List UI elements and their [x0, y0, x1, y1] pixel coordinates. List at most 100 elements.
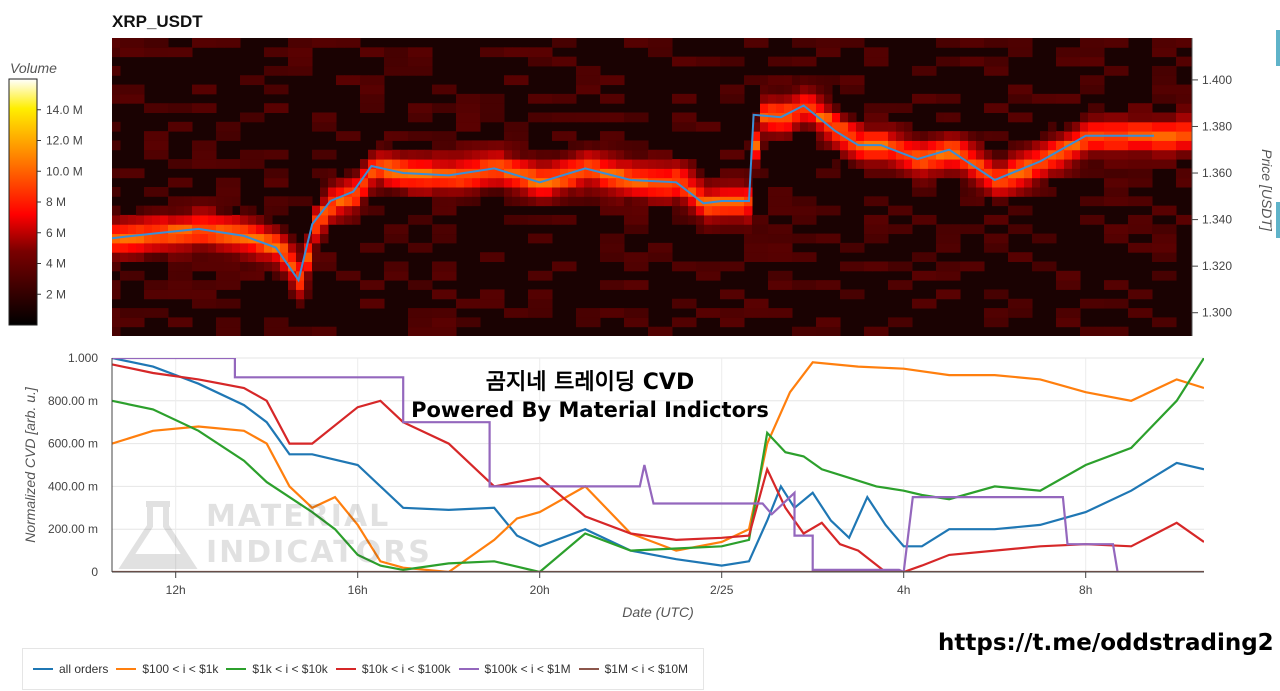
- heatmap-cell: [416, 131, 425, 141]
- heatmap-cell: [920, 93, 929, 104]
- heatmap-cell: [1104, 140, 1113, 151]
- heatmap-cell: [472, 112, 481, 123]
- heatmap-cell: [904, 103, 913, 113]
- heatmap-cell: [1032, 233, 1041, 244]
- heatmap-cell: [232, 233, 241, 244]
- heatmap-cell: [336, 187, 345, 197]
- heatmap-cell: [952, 112, 961, 123]
- heatmap-cell: [1152, 131, 1161, 141]
- heatmap-cell: [208, 289, 217, 300]
- heatmap-cell: [640, 317, 649, 328]
- heatmap-cell: [928, 298, 937, 309]
- heatmap-cell: [608, 196, 617, 207]
- heatmap-cell: [224, 196, 233, 207]
- heatmap-cell: [1096, 196, 1105, 207]
- cvd-series-line: [112, 361, 1204, 572]
- heatmap-cell: [720, 214, 729, 225]
- heatmap-cell: [832, 131, 841, 141]
- heatmap-cell: [368, 159, 377, 169]
- heatmap-cell: [1144, 121, 1153, 132]
- heatmap-cell: [1160, 159, 1169, 169]
- heatmap-cell: [680, 196, 689, 207]
- heatmap-cell: [224, 326, 233, 336]
- heatmap-cell: [360, 242, 369, 253]
- heatmap-cell: [912, 187, 921, 197]
- legend-item[interactable]: $100 < i < $1k: [116, 662, 218, 676]
- heatmap-cell: [1000, 242, 1009, 253]
- heatmap-cell: [624, 214, 633, 225]
- heatmap-cell: [408, 56, 417, 67]
- heatmap-cell: [208, 224, 217, 235]
- heatmap-cell: [200, 252, 209, 262]
- heatmap-cell: [512, 149, 521, 160]
- heatmap-cell: [480, 93, 489, 104]
- heatmap-cell: [824, 280, 833, 290]
- heatmap-cell: [1088, 103, 1097, 113]
- heatmap-cell: [584, 65, 593, 76]
- heatmap-cell: [1144, 159, 1153, 169]
- heatmap-cell: [144, 224, 153, 235]
- heatmap-cell: [848, 38, 857, 48]
- legend-item[interactable]: $10k < i < $100k: [335, 662, 451, 676]
- heatmap-cell: [464, 196, 473, 207]
- heatmap-cell: [312, 233, 321, 244]
- heatmap-cell: [280, 84, 289, 95]
- heatmap-cell: [1112, 177, 1121, 188]
- heatmap-cell: [800, 84, 809, 95]
- heatmap-cell: [288, 326, 297, 336]
- heatmap-cell: [160, 205, 169, 216]
- heatmap-cell: [392, 261, 401, 272]
- heatmap-cell: [472, 121, 481, 132]
- telegram-link[interactable]: https://t.me/oddstrading2: [938, 630, 1274, 656]
- legend-item[interactable]: $1k < i < $10k: [226, 662, 328, 676]
- heatmap-cell: [888, 205, 897, 216]
- heatmap-cell: [1016, 308, 1025, 318]
- heatmap-cell: [776, 103, 785, 113]
- price-tick-label: 1.340: [1202, 213, 1232, 227]
- toolbar-accent-bottom[interactable]: [1276, 202, 1280, 238]
- heatmap-cell: [672, 196, 681, 207]
- heatmap-cell: [448, 317, 457, 328]
- heatmap-cell: [1032, 187, 1041, 197]
- heatmap-cell: [824, 75, 833, 86]
- heatmap-cell: [552, 214, 561, 225]
- heatmap-cell: [360, 93, 369, 104]
- heatmap-cell: [584, 84, 593, 95]
- heatmap-cell: [832, 233, 841, 244]
- cvd-x-tick-label: 16h: [348, 583, 368, 597]
- heatmap-cell: [112, 187, 121, 197]
- heatmap-cell: [408, 187, 417, 197]
- heatmap-cell: [864, 121, 873, 132]
- legend-item[interactable]: all orders: [33, 662, 108, 676]
- heatmap-cell: [216, 177, 225, 188]
- heatmap-cell: [1184, 149, 1192, 160]
- heatmap-cell: [224, 317, 233, 328]
- legend-item[interactable]: $100k < i < $1M: [458, 662, 571, 676]
- toolbar-accent-top[interactable]: [1276, 30, 1280, 66]
- heatmap-cell: [992, 196, 1001, 207]
- heatmap-cell: [968, 261, 977, 272]
- heatmap-cell: [848, 149, 857, 160]
- heatmap-cell: [1032, 177, 1041, 188]
- heatmap-cell: [632, 317, 641, 328]
- heatmap-cell: [424, 131, 433, 141]
- price-tick-label: 1.320: [1202, 259, 1232, 273]
- heatmap-cell: [296, 196, 305, 207]
- heatmap-cell: [568, 140, 577, 151]
- heatmap-cell: [200, 280, 209, 290]
- heatmap-cell: [200, 233, 209, 244]
- heatmap-cell: [808, 75, 817, 86]
- heatmap-cell: [760, 121, 769, 132]
- heatmap-cell: [144, 187, 153, 197]
- heatmap-cell: [448, 224, 457, 235]
- heatmap-cell: [640, 149, 649, 160]
- heatmap-cell: [328, 326, 337, 336]
- heatmap-cell: [1008, 224, 1017, 235]
- heatmap-cell: [272, 177, 281, 188]
- heatmap-cell: [600, 205, 609, 216]
- heatmap-cell: [224, 280, 233, 290]
- legend-item[interactable]: $1M < i < $10M: [578, 662, 688, 676]
- heatmap-cell: [360, 168, 369, 179]
- heatmap-cell: [256, 159, 265, 169]
- heatmap-cell: [1040, 261, 1049, 272]
